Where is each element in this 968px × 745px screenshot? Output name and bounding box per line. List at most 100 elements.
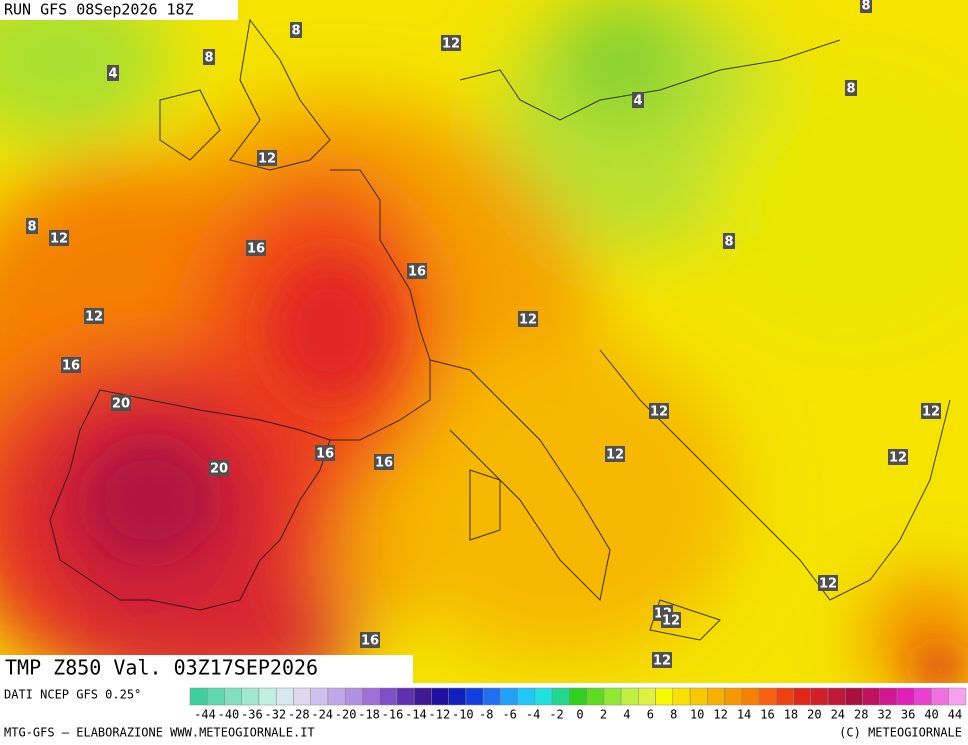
colorbar-swatch	[603, 687, 622, 706]
contour-label-box	[315, 445, 335, 461]
contour-label-box	[61, 357, 81, 373]
colorbar-tick-label: -32	[264, 708, 286, 722]
contour-label-box	[661, 612, 681, 628]
contour-label-box	[246, 240, 266, 256]
colorbar: -44 -40 -36 -32 -28 -24 -20 -18 -16 -14 -12 -10 -8 -6…	[189, 687, 967, 722]
contour-label: 12	[662, 614, 680, 629]
colorbar-swatch	[827, 687, 846, 706]
contour-label-box	[26, 218, 38, 234]
run-box	[0, 0, 238, 20]
contour-label: 4	[633, 94, 642, 109]
contour-label-box	[605, 446, 625, 462]
contour-label: 16	[361, 634, 379, 649]
colorbar-tick-label: -12	[429, 708, 451, 722]
contour-label-box	[111, 395, 131, 411]
run-title: RUN GFS 08Sep2026 18Z	[4, 1, 194, 19]
colorbar-swatch	[189, 687, 208, 706]
colorbar-tick-label: -24	[311, 708, 333, 722]
contour-label-box	[888, 449, 908, 465]
colorbar-tick-label: 2	[600, 708, 607, 722]
contour-label: 8	[27, 220, 36, 235]
contour-label: 12	[606, 448, 624, 463]
contour-label: 4	[108, 67, 117, 82]
contour-label-box	[723, 233, 735, 249]
contour-label-box	[632, 92, 644, 108]
colorbar-swatch	[517, 687, 536, 706]
contour-label: 16	[247, 242, 265, 257]
colorbar-tick-label: -36	[241, 708, 263, 722]
colorbar-swatch	[879, 687, 898, 706]
colorbar-tick-label: -10	[452, 708, 474, 722]
colorbar-tick-label: -40	[218, 708, 240, 722]
colorbar-tick-label: -18	[358, 708, 380, 722]
contour-label-box	[209, 460, 229, 476]
contour-label-box	[818, 575, 838, 591]
temperature-field: 4 8 8 12 4 8 8 12 8 12 16 16 8 12 12 16 20 12 12 16 16 12 12 20…	[0, 0, 968, 683]
colorbar-swatch	[224, 687, 242, 706]
colorbar-swatch	[396, 687, 415, 706]
colorbar-tick-label: -28	[288, 708, 310, 722]
colorbar-swatch	[689, 687, 708, 706]
coastlines	[49, 18, 951, 641]
credit: MTG-GFS – ELABORAZIONE WWW.METEOGIORNALE…	[4, 726, 315, 740]
contour-label: 16	[375, 456, 393, 471]
contour-label: 12	[650, 405, 668, 420]
contour-label: 8	[846, 82, 855, 97]
colorbar-swatch	[551, 687, 570, 706]
colorbar-swatch	[379, 687, 398, 706]
colorbar-swatch	[758, 687, 777, 706]
contour-label: 12	[50, 232, 68, 247]
colorbar-swatch	[724, 687, 743, 706]
contour-label: 12	[258, 152, 276, 167]
colorbar-swatch	[793, 687, 812, 706]
colorbar-tick-label: 40	[924, 708, 938, 722]
contour-label: 12	[442, 37, 460, 52]
colorbar-swatch	[241, 687, 260, 706]
colorbar-swatch	[741, 687, 760, 706]
colorbar-tick-label: 44	[948, 708, 962, 722]
colorbar-swatch	[845, 687, 863, 706]
contour-label-box	[652, 652, 672, 668]
contour-label: 8	[204, 51, 213, 66]
colorbar-tick-label: 12	[713, 708, 727, 722]
colorbar-tick-label: -2	[549, 708, 563, 722]
colorbar-swatch	[206, 687, 225, 706]
contour-label: 8	[861, 0, 870, 14]
colorbar-tick-label: 32	[877, 708, 891, 722]
colorbar-tick-label: -14	[405, 708, 427, 722]
contour-label-box	[649, 403, 669, 419]
colorbar-swatch	[914, 687, 932, 706]
contour-label-box	[107, 65, 119, 81]
copyright: (C) METEOGIORNALE	[839, 726, 962, 740]
colorbar-tick-label: 4	[623, 708, 630, 722]
colorbar-tick-label: 20	[807, 708, 821, 722]
contour-label: 16	[316, 447, 334, 462]
colorbar-swatch	[500, 687, 518, 706]
contour-label-box	[407, 263, 427, 279]
colorbar-swatch	[672, 687, 691, 706]
contour-label-box	[203, 49, 215, 65]
colorbar-swatch	[707, 687, 725, 706]
colorbar-swatch	[275, 687, 294, 706]
field-title: TMP Z850 Val. 03Z17SEP2026	[5, 656, 318, 680]
contour-label-box	[374, 454, 394, 470]
contour-label: 12	[922, 405, 940, 420]
colorbar-tick-label: 36	[901, 708, 915, 722]
colorbar-swatch	[465, 687, 484, 706]
colorbar-tick-label: -6	[502, 708, 516, 722]
contour-label: 12	[85, 310, 103, 325]
colorbar-tick-label: 28	[854, 708, 868, 722]
colorbar-tick-label: -16	[382, 708, 404, 722]
colorbar-tick-label: 0	[576, 708, 583, 722]
colorbar-swatch	[327, 687, 346, 706]
colorbar-tick-label: -8	[479, 708, 493, 722]
contour-label-box	[49, 230, 69, 246]
colorbar-swatch	[413, 687, 432, 706]
colorbar-swatch	[638, 687, 656, 706]
colorbar-swatch	[586, 687, 605, 706]
colorbar-tick-label: -20	[335, 708, 357, 722]
colorbar-swatch	[431, 687, 449, 706]
colorbar-tick-label: 24	[831, 708, 845, 722]
colorbar-tick-label: 16	[760, 708, 774, 722]
